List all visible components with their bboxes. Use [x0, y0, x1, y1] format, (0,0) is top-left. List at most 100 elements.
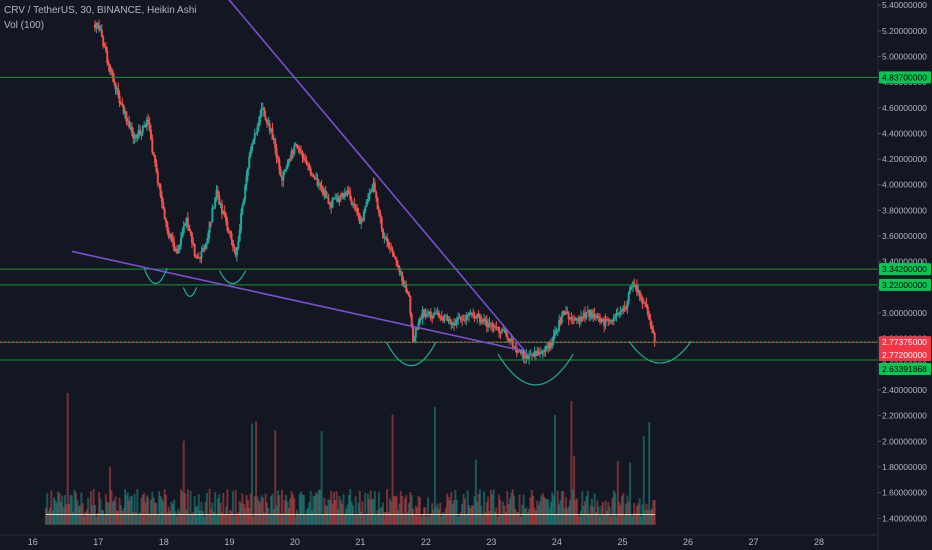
- volume-bar: [263, 512, 266, 525]
- candle-body: [196, 256, 199, 258]
- volume-bar: [174, 511, 177, 525]
- candle-body: [569, 317, 572, 320]
- candle-body: [278, 159, 281, 170]
- volume-bar: [330, 490, 333, 525]
- volume-bar: [540, 495, 543, 525]
- candle-body: [435, 312, 438, 314]
- volume-bar: [579, 510, 582, 525]
- volume-bar: [266, 502, 269, 525]
- candle-body: [649, 319, 652, 326]
- volume-bar: [156, 515, 159, 525]
- candle-body: [305, 160, 308, 164]
- volume-bar: [650, 508, 653, 525]
- candle-body: [110, 71, 113, 73]
- volume-bar: [401, 495, 404, 525]
- volume-bar: [128, 500, 131, 525]
- candle-body: [446, 315, 449, 321]
- candle-body: [543, 351, 546, 353]
- candle-body: [436, 312, 439, 314]
- volume-bar: [233, 516, 236, 525]
- volume-bar: [533, 508, 536, 525]
- candle-body: [637, 290, 640, 293]
- volume-bar: [367, 493, 370, 525]
- candle-body: [185, 217, 188, 224]
- candle-body: [114, 82, 117, 89]
- volume-bar: [630, 515, 633, 525]
- price-tick-label: 4.00000000: [882, 180, 927, 190]
- candle-body: [517, 350, 520, 353]
- volume-bar: [384, 512, 387, 525]
- volume-bar: [432, 508, 435, 525]
- candle-body: [281, 176, 284, 181]
- candle-body: [346, 190, 349, 195]
- candle-body: [141, 125, 144, 133]
- volume-bar: [170, 501, 173, 525]
- volume-bar: [234, 489, 237, 525]
- candle-body: [377, 209, 380, 214]
- volume-bar: [616, 461, 619, 525]
- volume-bar: [201, 510, 204, 525]
- volume-bar: [46, 493, 49, 525]
- volume-bar: [167, 506, 170, 525]
- candle-body: [147, 119, 150, 123]
- volume-bar: [293, 498, 296, 525]
- candle-body: [99, 29, 102, 31]
- volume-bar: [44, 507, 47, 525]
- volume-bar: [604, 500, 607, 525]
- volume-bar: [216, 498, 219, 525]
- volume-bar: [84, 512, 87, 525]
- volume-bar: [95, 516, 98, 525]
- volume-bar: [480, 505, 483, 525]
- time-axis[interactable]: 16 17 18 19 20 21 22 23 24 25 26 27 28: [0, 534, 878, 547]
- volume-bar: [199, 510, 202, 525]
- volume-bar: [405, 495, 408, 525]
- volume-bar: [526, 512, 529, 525]
- volume-bar: [139, 512, 142, 525]
- candle-body: [145, 119, 148, 128]
- time-tick-label: 27: [748, 537, 758, 547]
- candle-body: [421, 309, 424, 319]
- volume-bar: [200, 501, 203, 525]
- volume-bar: [368, 498, 371, 525]
- candle-body: [627, 292, 630, 302]
- time-tick-label: 25: [617, 537, 627, 547]
- volume-bar: [118, 497, 121, 525]
- candle-body: [357, 212, 360, 216]
- candle-body: [503, 329, 506, 331]
- candle-body: [166, 222, 169, 231]
- candle-body: [154, 155, 157, 163]
- volume-bar: [154, 502, 157, 525]
- candle-body: [229, 231, 232, 234]
- price-badge-label: 3.34200000: [882, 264, 927, 274]
- candle-body: [480, 319, 483, 323]
- candle-body: [242, 199, 245, 206]
- volume-bar: [91, 505, 94, 525]
- arc-annotations: [143, 267, 692, 386]
- volume-bar: [215, 515, 218, 525]
- volume-bar: [498, 494, 501, 525]
- candle-body: [199, 257, 202, 259]
- volume-bar: [599, 515, 602, 525]
- volume-bar: [140, 498, 143, 525]
- volume-bar: [438, 509, 440, 525]
- volume-bar: [440, 516, 443, 525]
- candle-body: [361, 218, 364, 221]
- candle-body: [369, 191, 372, 194]
- volume-bar: [178, 511, 181, 525]
- volume-bar: [62, 507, 65, 525]
- volume-bar: [185, 509, 188, 525]
- volume-bar: [365, 514, 368, 525]
- volume-bar: [219, 503, 222, 525]
- candle-body: [205, 242, 208, 245]
- candle-body: [334, 198, 337, 200]
- volume-bar: [392, 496, 395, 525]
- candle-body: [515, 347, 518, 353]
- volume-bar: [335, 491, 338, 525]
- volume-bar: [375, 515, 378, 525]
- volume-bar: [489, 489, 492, 525]
- volume-bar: [249, 493, 252, 525]
- candle-body: [433, 312, 436, 314]
- volume-bar: [534, 510, 537, 525]
- candle-body: [459, 316, 462, 320]
